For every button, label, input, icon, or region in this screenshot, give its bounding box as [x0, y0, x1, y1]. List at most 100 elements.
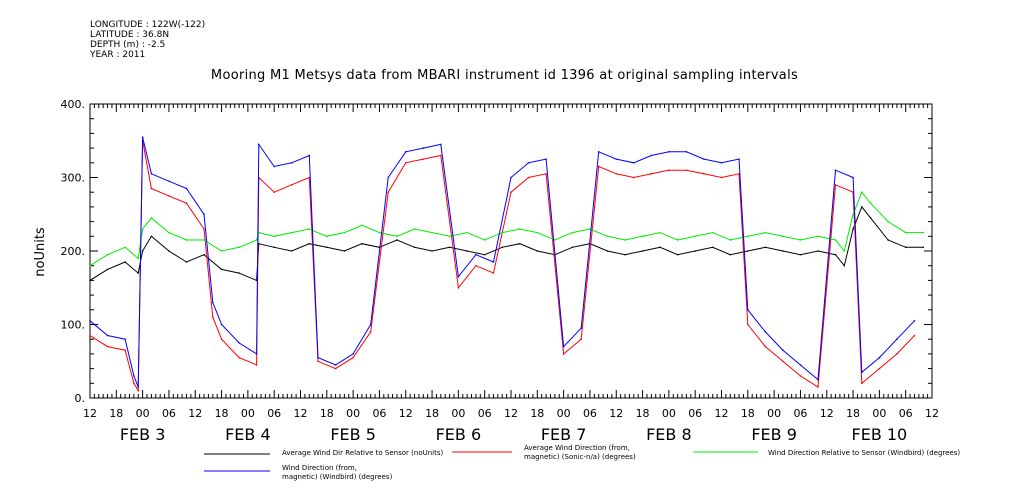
- series-point-3: [703, 158, 705, 160]
- y-tick-label: 200.: [61, 245, 86, 258]
- series-point-2: [448, 235, 451, 238]
- series-point-1: [703, 173, 705, 175]
- series-point-0: [501, 246, 504, 249]
- series-point-0: [396, 239, 398, 241]
- x-day-label: FEB 10: [852, 425, 908, 444]
- series-point-1: [632, 176, 635, 179]
- series-point-0: [361, 242, 363, 245]
- series-point-2: [124, 246, 126, 249]
- x-tick-label: 06: [899, 407, 913, 420]
- x-tick-label: 00: [767, 407, 781, 420]
- series-point-2: [483, 239, 486, 241]
- series-point-2: [150, 217, 153, 219]
- series-point-1: [89, 334, 91, 337]
- series-point-1: [203, 228, 205, 230]
- series-point-1: [650, 173, 653, 175]
- series-point-2: [887, 220, 889, 223]
- series-line-1: [90, 140, 915, 393]
- series-point-0: [922, 246, 925, 249]
- x-day-label: FEB 4: [225, 425, 271, 444]
- series-point-0: [764, 246, 767, 249]
- series-point-1: [440, 154, 442, 157]
- series-line-3: [90, 136, 915, 388]
- series-point-3: [422, 147, 425, 149]
- series-point-1: [255, 364, 258, 366]
- series-point-2: [747, 235, 749, 238]
- series-point-3: [615, 158, 618, 160]
- series-point-2: [255, 239, 258, 241]
- series-point-2: [185, 239, 188, 241]
- series-point-2: [290, 231, 293, 234]
- series-point-3: [913, 320, 916, 322]
- meta-latitude: LATITUDE : 36.8N: [90, 30, 170, 40]
- series-point-3: [440, 143, 442, 146]
- series-point-0: [536, 250, 539, 252]
- series-point-2: [694, 235, 696, 238]
- series-point-3: [185, 187, 188, 190]
- series-point-0: [659, 246, 661, 249]
- series-point-1: [168, 195, 170, 197]
- x-tick-label: 06: [372, 407, 386, 420]
- series-point-1: [562, 353, 565, 355]
- legend-label-0: Average Wind Dir Relative to Sensor (noU…: [282, 449, 443, 457]
- series-point-0: [238, 272, 240, 274]
- series-point-0: [431, 250, 433, 252]
- x-tick-label: 12: [925, 407, 939, 420]
- series-point-2: [676, 239, 679, 241]
- series-point-2: [466, 231, 468, 234]
- series-point-3: [457, 275, 460, 278]
- series-point-3: [168, 180, 170, 182]
- series-point-0: [290, 250, 293, 252]
- x-tick-label: 00: [451, 407, 465, 420]
- series-point-0: [869, 217, 872, 219]
- series-point-1: [896, 353, 898, 355]
- series-point-1: [457, 286, 460, 289]
- series-point-0: [624, 253, 626, 256]
- series-point-1: [475, 264, 477, 267]
- y-tick-label: 300.: [61, 172, 86, 185]
- x-tick-label: 00: [872, 407, 886, 420]
- series-point-1: [764, 345, 767, 348]
- series-point-1: [290, 184, 293, 186]
- x-tick-label: 12: [83, 407, 97, 420]
- series-point-3: [782, 349, 784, 352]
- x-day-label: FEB 8: [646, 425, 692, 444]
- x-tick-label: 12: [188, 407, 202, 420]
- x-tick-label: 00: [662, 407, 676, 420]
- series-point-1: [308, 176, 311, 179]
- series-point-3: [106, 334, 109, 337]
- series-point-0: [483, 253, 486, 256]
- series-point-3: [308, 154, 311, 157]
- series-point-2: [308, 228, 311, 230]
- series-point-3: [220, 323, 223, 326]
- series-point-1: [878, 367, 881, 370]
- series-point-0: [571, 246, 574, 249]
- series-point-3: [475, 253, 477, 256]
- series-point-3: [317, 356, 319, 359]
- series-point-3: [562, 345, 565, 348]
- series-point-1: [133, 382, 135, 385]
- series-point-2: [589, 228, 591, 230]
- series-point-2: [869, 202, 872, 205]
- x-day-label: FEB 7: [541, 425, 587, 444]
- series-point-0: [273, 246, 275, 249]
- series-point-0: [168, 250, 170, 252]
- series-point-0: [137, 272, 140, 274]
- x-tick-label: 12: [609, 407, 623, 420]
- series-point-0: [711, 246, 714, 249]
- x-tick-label: 00: [557, 407, 571, 420]
- series-point-3: [124, 338, 126, 341]
- y-axis-label: noUnits: [33, 227, 48, 277]
- series-point-2: [396, 235, 398, 238]
- series-line-0: [90, 205, 924, 282]
- series-point-2: [361, 224, 363, 227]
- series-point-0: [861, 206, 863, 208]
- series-point-3: [861, 371, 863, 374]
- series-point-0: [782, 250, 784, 252]
- x-tick-label: 18: [320, 407, 334, 420]
- series-point-3: [799, 364, 802, 366]
- series-point-2: [413, 228, 416, 230]
- series-point-2: [554, 239, 556, 241]
- series-point-2: [378, 231, 381, 234]
